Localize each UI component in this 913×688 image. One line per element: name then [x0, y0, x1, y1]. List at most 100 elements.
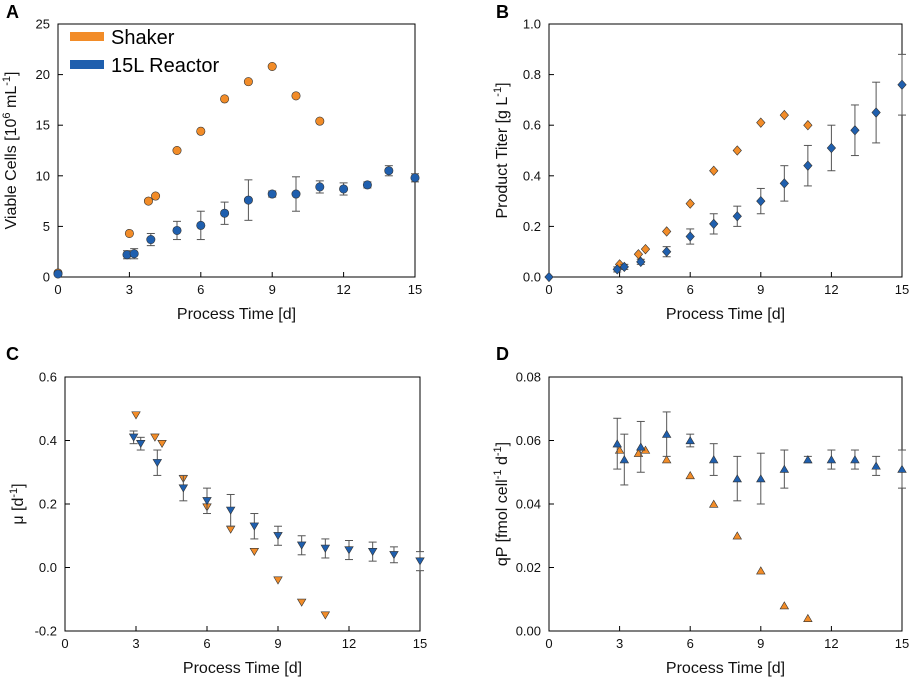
legend-label-15l-reactor: 15L Reactor — [111, 55, 220, 77]
plot-frame — [57, 23, 416, 278]
data-point — [384, 166, 394, 176]
data-point — [732, 474, 742, 483]
data-point — [196, 126, 206, 136]
data-point — [291, 91, 301, 101]
y-axis-label-part: ] — [494, 82, 511, 86]
data-point — [124, 228, 134, 238]
series-shaker — [53, 62, 325, 278]
x-tick-label: 6 — [197, 282, 204, 297]
data-point — [709, 218, 719, 230]
x-tick-label: 3 — [132, 636, 139, 651]
data-point — [129, 249, 139, 259]
y-axis-label: Product Titer [g L-1] — [492, 82, 511, 218]
x-tick-label: 9 — [274, 636, 281, 651]
data-point — [803, 120, 813, 131]
y-tick-label: 0.02 — [516, 560, 541, 575]
data-point — [897, 464, 907, 473]
y-axis-label-part: Product Titer [g L — [494, 97, 511, 219]
data-point — [732, 145, 742, 156]
data-point — [339, 184, 349, 194]
y-tick-label: 0.6 — [523, 118, 541, 133]
data-point — [826, 455, 837, 464]
data-point — [389, 551, 399, 560]
data-point — [136, 440, 146, 449]
data-point — [779, 601, 790, 610]
data-point — [315, 116, 325, 126]
data-point — [871, 461, 881, 470]
series-15l-reactor — [53, 165, 420, 279]
data-point — [826, 142, 837, 154]
x-tick-label: 9 — [269, 282, 276, 297]
data-point — [320, 611, 331, 620]
x-tick-label: 6 — [687, 636, 694, 651]
data-point — [157, 440, 167, 449]
data-point — [779, 178, 789, 189]
x-tick-label: 9 — [757, 636, 764, 651]
y-tick-label: 5 — [43, 219, 50, 234]
data-point — [151, 191, 161, 201]
data-point — [202, 497, 212, 506]
data-point — [779, 109, 789, 121]
data-point — [146, 235, 156, 245]
y-tick-label: 0.2 — [523, 219, 541, 234]
data-point — [636, 442, 646, 451]
y-tick-label: 1.0 — [523, 17, 541, 32]
data-point — [850, 125, 860, 136]
x-tick-label: 3 — [126, 282, 133, 297]
legend-label-shaker: Shaker — [111, 27, 175, 49]
series-15l-reactor — [128, 430, 425, 572]
panel-label: A — [6, 2, 19, 22]
data-point — [243, 77, 253, 87]
data-point — [273, 532, 283, 541]
chart-panel-a: A 0 3 6 9 12 15 0 5 10 15 20 25 Process Time [d] Viabl… — [1, 2, 422, 323]
chart-panel-b: B 0 3 6 9 12 15 0.0 0.2 0.4 0.6 0.8 1.0 Process Time … — [492, 2, 909, 323]
data-point — [131, 411, 141, 420]
data-point — [636, 256, 646, 267]
x-tick-label: 6 — [203, 636, 210, 651]
y-axis-label-superscript: -1 — [492, 87, 504, 97]
data-point — [732, 531, 742, 540]
y-axis-label-superscript: -1 — [492, 446, 504, 456]
data-point — [296, 598, 307, 607]
data-point — [128, 433, 139, 442]
plot-frame — [548, 376, 903, 632]
data-point — [367, 547, 378, 556]
x-tick-label: 12 — [824, 636, 838, 651]
y-tick-label: 15 — [36, 118, 50, 133]
y-tick-label: 0.2 — [39, 497, 57, 512]
series-shaker — [614, 109, 813, 270]
data-point — [756, 474, 766, 483]
data-point — [273, 576, 283, 585]
data-point — [415, 557, 425, 566]
x-tick-label: 0 — [545, 282, 552, 297]
y-axis-label-superscript: -1 — [492, 469, 504, 479]
data-point — [544, 271, 554, 283]
data-point — [267, 189, 277, 199]
data-point — [243, 195, 253, 205]
data-point — [709, 455, 719, 464]
x-axis-label: Process Time [d] — [183, 660, 302, 677]
y-axis-label-part: ] — [494, 442, 511, 446]
data-point — [220, 208, 230, 218]
x-axis-label: Process Time [d] — [666, 306, 785, 323]
data-point — [344, 546, 354, 555]
y-axis-label: qP [fmol cell-1 d-1] — [492, 442, 511, 566]
y-axis-label: Viable Cells [106 mL-1] — [1, 72, 20, 230]
data-point — [267, 62, 277, 72]
data-point — [685, 231, 695, 242]
data-point — [249, 522, 260, 531]
x-tick-label: 6 — [687, 282, 694, 297]
y-tick-label: 0.0 — [39, 560, 57, 575]
data-point — [662, 226, 672, 237]
x-tick-label: 3 — [616, 282, 623, 297]
data-point — [756, 195, 766, 207]
x-tick-label: 0 — [545, 636, 552, 651]
y-tick-label: 0.06 — [516, 433, 541, 448]
x-tick-label: 12 — [342, 636, 356, 651]
legend: Shaker 15L Reactor — [70, 27, 220, 77]
x-tick-label: 3 — [616, 636, 623, 651]
legend-swatch-shaker — [70, 32, 104, 41]
data-point — [661, 455, 672, 464]
y-axis-label-part: ] — [10, 483, 27, 487]
